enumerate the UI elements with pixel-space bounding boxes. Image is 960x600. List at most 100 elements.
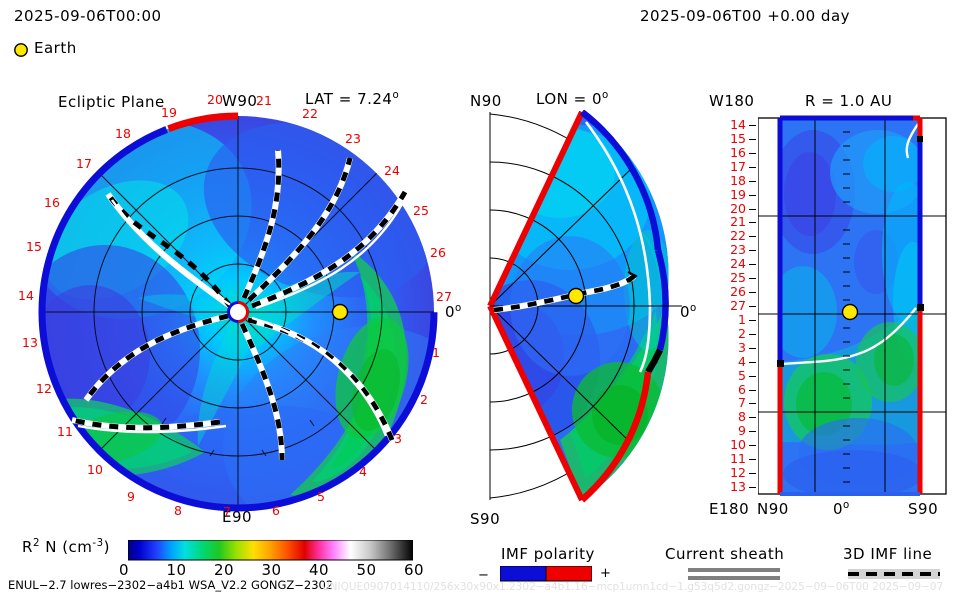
ecliptic-tick-24: 24 [384,163,400,178]
shell-y-tick-3: 3 [738,339,746,355]
meridional-boundary-positive-arc [579,371,652,503]
colorbar-tick-20: 20 [214,561,235,579]
colorbar-tick-30: 30 [261,561,282,579]
meridional-lon-label: LON = 0o [536,90,609,108]
shell-y-tick-mark [749,124,756,126]
ecliptic-right-axis-label: 0o [445,303,462,321]
shell-bottom-left-label: E180 [709,500,750,518]
shell-y-tick-mark [749,194,756,196]
ecliptic-bottom-axis-label: E90 [222,508,253,526]
shell-y-tick-6: 6 [738,381,746,397]
meridional-top-axis-label: N90 [470,92,502,110]
shell-y-tick-mark [749,361,756,363]
ecliptic-tick-19: 19 [161,105,177,120]
datetime-label-right: 2025-09-06T00 +0.00 day [640,7,851,25]
earth-marker-icon [14,43,28,57]
shell-y-tick-mark [749,473,756,475]
shell-y-tick-mark [749,375,756,377]
imf-line-title: 3D IMF line [843,545,933,563]
ecliptic-tick-20: 20 [207,92,223,107]
shell-y-tick-12: 12 [730,465,746,481]
datetime-label-left: 2025-09-06T00:00 [14,7,162,25]
ecliptic-tick-17: 17 [76,156,92,171]
shell-y-tick-mark [749,138,756,140]
watermark-footer: UNIQUE0907014110/256x30x90x1.2302−a4b1.1… [322,581,944,593]
colorbar-tick-10: 10 [166,561,187,579]
shell-y-tick-5: 5 [738,367,746,383]
shell-y-tick-22: 22 [730,228,746,244]
shell-y-tick-mark [749,347,756,349]
model-info-footer: ENUL−2.7 lowres−2302−a4b1 WSA_V2.2 GONGZ… [8,578,334,592]
ecliptic-tick-7: 7 [223,504,231,519]
earth-marker-ecliptic [331,303,349,321]
shell-y-tick-mark [749,417,756,419]
shell-y-tick-mark [749,389,756,391]
ecliptic-tick-22: 22 [302,106,318,121]
shell-panel-title: R = 1.0 AU [805,92,893,110]
shell-y-tick-mark [749,166,756,168]
colorbar-tick-60: 60 [404,561,425,579]
meridional-boundary-negative [580,110,662,251]
ecliptic-tick-4: 4 [359,464,367,479]
ecliptic-tick-25: 25 [413,203,429,218]
meridional-boundary-negative-mid [654,249,669,351]
imf-polarity-minus-label: − [478,568,489,583]
shell-x-tick-0: 0o [833,500,850,518]
ecliptic-tick-6: 6 [272,503,280,518]
shell-y-tick-mark [749,250,756,252]
earth-marker-meridional [567,287,585,305]
meridional-bottom-axis-label: S90 [470,510,501,528]
colorbar-tick-labels: 0 10 20 30 40 50 60 [110,561,440,581]
shell-x-tick-n90: N90 [757,500,789,518]
shell-y-tick-2: 2 [738,325,746,341]
ecliptic-boundary-negative [38,112,438,512]
meridional-current-sheet [584,121,652,373]
shell-y-tick-mark [749,278,756,280]
ecliptic-boundary-positive [38,112,438,512]
shell-y-tick-15: 15 [730,130,746,146]
colorbar-label: R2 N (cm-3) [22,538,110,556]
shell-y-tick-1: 1 [738,311,746,327]
shell-x-tick-s90: S90 [908,500,939,518]
colorbar [128,540,413,562]
shell-y-axis-ticks: 14 15 16 17 18 19 20 21 22 23 24 25 26 27 1 2 3 4 5 6 7 8 9 10 1… [712,112,756,500]
meridional-boundary-sector [645,348,663,374]
ecliptic-lat-label: LAT = 7.24o [305,90,400,108]
ecliptic-tick-26: 26 [430,245,446,260]
shell-y-tick-11: 11 [730,451,746,467]
shell-y-tick-21: 21 [730,214,746,230]
shell-y-tick-27: 27 [730,298,746,313]
shell-y-tick-mark [749,445,756,447]
shell-y-tick-25: 25 [730,270,746,286]
ecliptic-tick-3: 3 [394,431,402,446]
shell-top-left-label: W180 [709,92,755,110]
sun-marker [227,301,249,323]
colorbar-tick-0: 0 [119,561,130,579]
shell-current-sheet-main [779,307,917,366]
ecliptic-tick-14: 14 [18,288,34,303]
shell-plot [758,112,960,500]
ecliptic-tick-5: 5 [317,489,325,504]
meridional-plane-plot [470,110,685,505]
shell-y-tick-mark [749,319,756,321]
shell-y-tick-mark [749,180,756,182]
ecliptic-tick-9: 9 [127,489,135,504]
shell-y-tick-26: 26 [730,284,746,300]
earth-legend: Earth [12,39,172,60]
ecliptic-tick-10: 10 [87,462,103,477]
ecliptic-tick-2: 2 [420,392,428,407]
earth-marker-shell [841,303,859,321]
ecliptic-tick-1: 1 [432,345,440,360]
ecliptic-tick-11: 11 [57,424,73,439]
shell-y-tick-8: 8 [738,409,746,425]
shell-y-tick-4: 4 [738,353,746,369]
ecliptic-plane-plot [20,100,460,525]
shell-y-tick-9: 9 [738,423,746,439]
meridional-boundary-positive-lower [487,304,585,502]
shell-y-tick-10: 10 [730,437,746,453]
shell-y-tick-24: 24 [730,256,746,272]
meridional-boundary-positive-upper [487,110,585,308]
ecliptic-tick-18: 18 [115,126,131,141]
shell-y-tick-23: 23 [730,242,746,258]
colorbar-tick-50: 50 [356,561,377,579]
